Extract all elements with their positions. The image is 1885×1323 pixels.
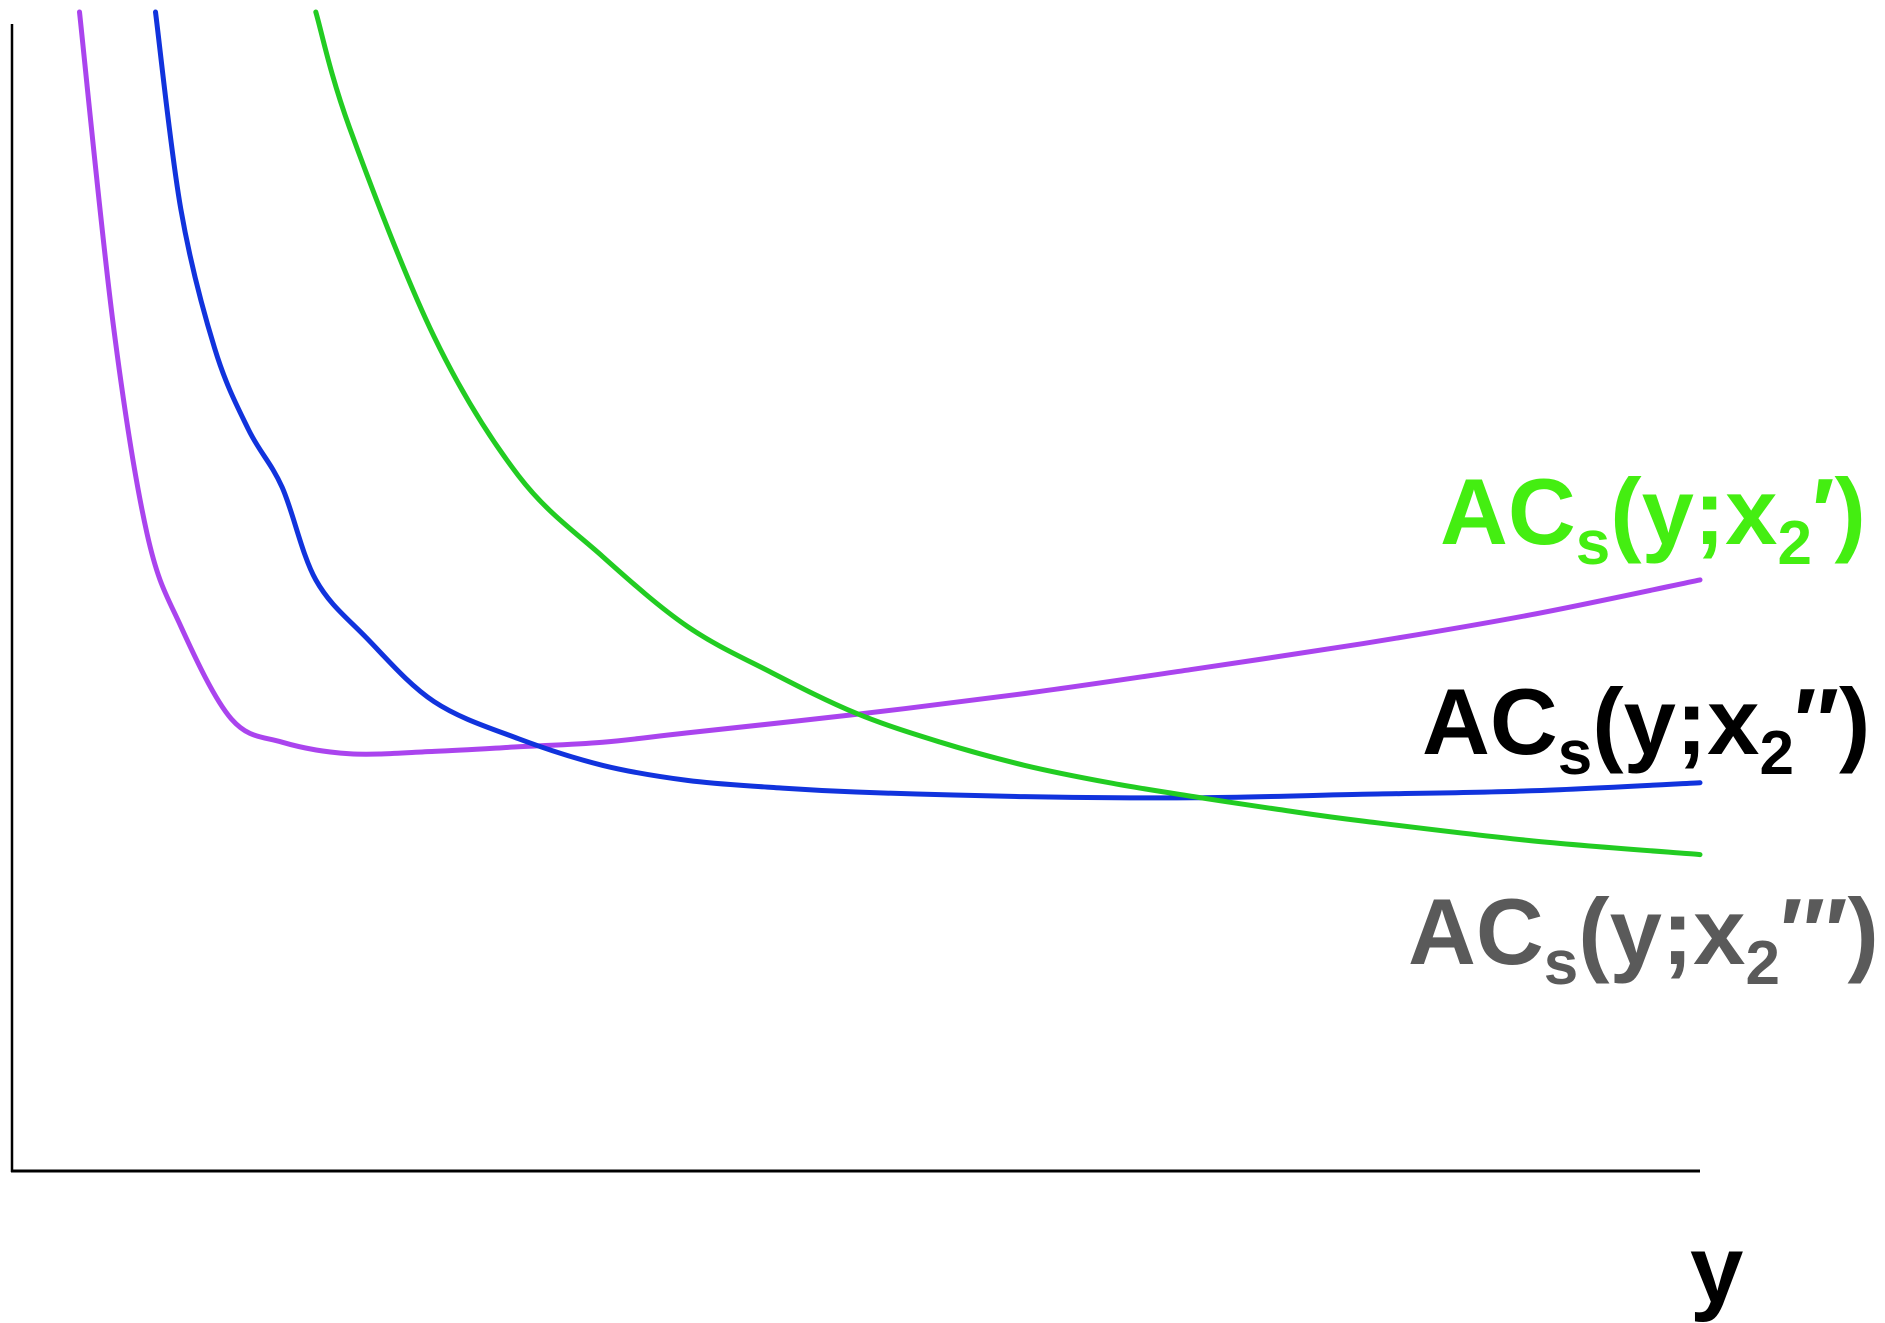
label-1-prime: ′) (1811, 459, 1866, 564)
label-ac-x2-double-prime: ACs(y;x2′′) (1422, 675, 1870, 785)
label-1-sub: s (1575, 508, 1611, 578)
label-2-sub: s (1557, 718, 1593, 788)
series-blue-curve (153, 9, 1703, 801)
label-1-base: AC (1440, 459, 1576, 564)
label-3-rest: (y;x (1578, 879, 1746, 984)
label-3-sub2: 2 (1745, 928, 1780, 998)
label-3-base: AC (1408, 879, 1544, 984)
label-1-rest: (y;x (1610, 459, 1778, 564)
label-2-prime: ′′) (1793, 669, 1871, 774)
label-2-base: AC (1422, 669, 1558, 774)
label-2-sub2: 2 (1759, 718, 1794, 788)
series-curves (77, 9, 1703, 858)
label-3-sub: s (1543, 928, 1579, 998)
label-ac-x2-prime: ACs(y;x2′) (1440, 465, 1866, 575)
label-1-sub2: 2 (1777, 508, 1812, 578)
series-purple-curve (77, 9, 1703, 757)
label-ac-x2-triple-prime: ACs(y;x2′′′) (1408, 885, 1879, 995)
series-green-curve (313, 9, 1703, 858)
label-2-rest: (y;x (1592, 669, 1760, 774)
label-3-prime: ′′′) (1779, 879, 1879, 984)
x-axis-label: y (1690, 1216, 1744, 1323)
